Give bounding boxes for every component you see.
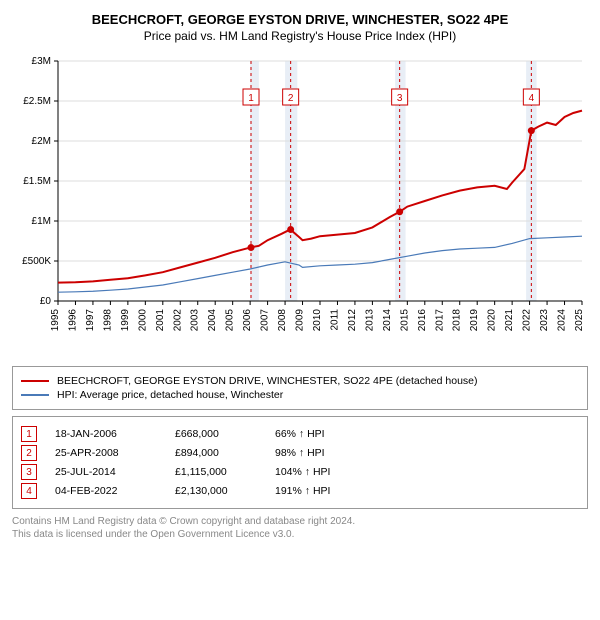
footnote-line-2: This data is licensed under the Open Gov… xyxy=(12,529,294,540)
sale-row: 3 25-JUL-2014£1,115,000104% ↑ HPI xyxy=(21,464,579,480)
svg-text:2019: 2019 xyxy=(469,309,480,332)
sale-date: 25-JUL-2014 xyxy=(55,466,175,478)
legend-label: BEECHCROFT, GEORGE EYSTON DRIVE, WINCHES… xyxy=(57,375,478,387)
sale-pct: 104% ↑ HPI xyxy=(275,466,395,478)
legend-row: HPI: Average price, detached house, Winc… xyxy=(21,389,579,401)
svg-text:£2.5M: £2.5M xyxy=(23,96,51,107)
svg-text:2006: 2006 xyxy=(242,309,253,332)
sale-badge: 1 xyxy=(21,426,37,442)
svg-text:2007: 2007 xyxy=(260,309,271,332)
sale-price: £1,115,000 xyxy=(175,466,275,478)
svg-text:2024: 2024 xyxy=(557,309,568,332)
svg-text:3: 3 xyxy=(397,93,403,104)
svg-text:£0: £0 xyxy=(40,296,52,307)
svg-text:£1M: £1M xyxy=(32,216,51,227)
svg-text:2005: 2005 xyxy=(225,309,236,332)
svg-text:2020: 2020 xyxy=(487,309,498,332)
svg-text:2025: 2025 xyxy=(574,309,585,332)
footnote-line-1: Contains HM Land Registry data © Crown c… xyxy=(12,516,355,527)
svg-text:1995: 1995 xyxy=(50,309,61,332)
sales-table: 1 18-JAN-2006£668,00066% ↑ HPI 2 25-APR-200… xyxy=(12,416,588,509)
sale-row: 2 25-APR-2008£894,00098% ↑ HPI xyxy=(21,445,579,461)
svg-text:£3M: £3M xyxy=(32,56,51,67)
sale-pct: 191% ↑ HPI xyxy=(275,485,395,497)
svg-text:2001: 2001 xyxy=(155,309,166,332)
sale-date: 04-FEB-2022 xyxy=(55,485,175,497)
svg-text:2008: 2008 xyxy=(277,309,288,332)
svg-text:2011: 2011 xyxy=(329,309,340,331)
svg-text:2003: 2003 xyxy=(190,309,201,332)
chart-title: BEECHCROFT, GEORGE EYSTON DRIVE, WINCHES… xyxy=(12,12,588,27)
svg-text:2022: 2022 xyxy=(522,309,533,332)
svg-text:2023: 2023 xyxy=(539,309,550,332)
svg-text:2014: 2014 xyxy=(382,309,393,332)
svg-text:2004: 2004 xyxy=(207,309,218,332)
svg-text:1: 1 xyxy=(248,93,254,104)
sale-price: £668,000 xyxy=(175,428,275,440)
svg-text:1996: 1996 xyxy=(67,309,78,332)
legend-swatch xyxy=(21,380,49,382)
svg-text:£500K: £500K xyxy=(22,256,51,267)
svg-text:2013: 2013 xyxy=(364,309,375,332)
sale-badge: 2 xyxy=(21,445,37,461)
svg-text:2016: 2016 xyxy=(417,309,428,332)
sale-date: 18-JAN-2006 xyxy=(55,428,175,440)
sale-badge: 3 xyxy=(21,464,37,480)
svg-text:2021: 2021 xyxy=(504,309,515,332)
svg-text:2000: 2000 xyxy=(137,309,148,332)
sale-price: £894,000 xyxy=(175,447,275,459)
legend: BEECHCROFT, GEORGE EYSTON DRIVE, WINCHES… xyxy=(12,366,588,410)
svg-text:1999: 1999 xyxy=(120,309,131,332)
sale-badge: 4 xyxy=(21,483,37,499)
legend-swatch xyxy=(21,394,49,396)
svg-text:2002: 2002 xyxy=(172,309,183,332)
chart-subtitle: Price paid vs. HM Land Registry's House … xyxy=(12,29,588,43)
svg-text:4: 4 xyxy=(529,93,535,104)
svg-text:£2M: £2M xyxy=(32,136,51,147)
svg-text:1997: 1997 xyxy=(85,309,96,332)
sale-row: 4 04-FEB-2022£2,130,000191% ↑ HPI xyxy=(21,483,579,499)
legend-row: BEECHCROFT, GEORGE EYSTON DRIVE, WINCHES… xyxy=(21,375,579,387)
chart-container: £0 £500K £1M £1.5M £2M £2.5M £3M 1995 1996 1997 19… xyxy=(12,51,588,356)
svg-text:2009: 2009 xyxy=(295,309,306,332)
sale-price: £2,130,000 xyxy=(175,485,275,497)
svg-text:£1.5M: £1.5M xyxy=(23,176,51,187)
line-chart: £0 £500K £1M £1.5M £2M £2.5M £3M 1995 1996 1997 19… xyxy=(12,51,588,351)
footnote: Contains HM Land Registry data © Crown c… xyxy=(12,515,588,541)
svg-text:2: 2 xyxy=(288,93,294,104)
svg-text:2012: 2012 xyxy=(347,309,358,332)
legend-label: HPI: Average price, detached house, Winc… xyxy=(57,389,283,401)
svg-text:1998: 1998 xyxy=(102,309,113,332)
svg-text:2017: 2017 xyxy=(434,309,445,332)
sale-date: 25-APR-2008 xyxy=(55,447,175,459)
svg-text:2018: 2018 xyxy=(452,309,463,332)
sale-pct: 98% ↑ HPI xyxy=(275,447,395,459)
sale-pct: 66% ↑ HPI xyxy=(275,428,395,440)
svg-text:2015: 2015 xyxy=(399,309,410,332)
svg-text:2010: 2010 xyxy=(312,309,323,332)
sale-row: 1 18-JAN-2006£668,00066% ↑ HPI xyxy=(21,426,579,442)
